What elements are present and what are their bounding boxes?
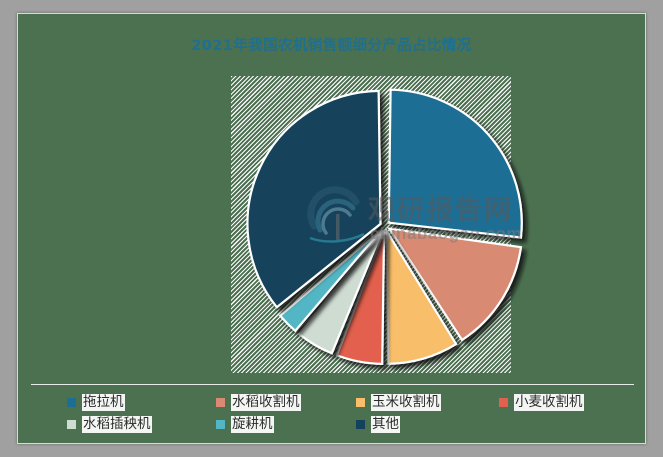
- legend-item-旋耕机[interactable]: 旋耕机: [216, 414, 274, 434]
- legend-label: 旋耕机: [231, 415, 274, 433]
- legend-swatch-icon: [67, 419, 76, 429]
- legend-label: 水稻插秧机: [82, 415, 152, 433]
- chart-legend: 拖拉机 水稻收割机 玉米收割机 小麦收割机水稻插秧机 旋耕机 其他: [31, 392, 634, 436]
- legend-label: 玉米收割机: [371, 393, 441, 411]
- legend-swatch-icon: [216, 419, 225, 429]
- legend-item-水稻收割机[interactable]: 水稻收割机: [216, 392, 301, 412]
- legend-swatch-icon: [499, 397, 508, 407]
- legend-item-玉米收割机[interactable]: 玉米收割机: [356, 392, 441, 412]
- legend-row: 拖拉机 水稻收割机 玉米收割机 小麦收割机: [31, 392, 634, 414]
- legend-item-水稻插秧机[interactable]: 水稻插秧机: [67, 414, 152, 434]
- legend-swatch-icon: [356, 419, 365, 429]
- legend-swatch-icon: [216, 397, 225, 407]
- legend-label: 水稻收割机: [231, 393, 301, 411]
- legend-label: 小麦收割机: [514, 393, 584, 411]
- legend-label: 其他: [371, 415, 400, 433]
- legend-item-小麦收割机[interactable]: 小麦收割机: [499, 392, 584, 412]
- page-title: 2021年我国农机销售额细分产品占比情况: [191, 38, 472, 54]
- legend-swatch-icon: [67, 397, 76, 407]
- plot-area-background: [231, 76, 511, 373]
- legend-row: 水稻插秧机 旋耕机 其他: [31, 414, 634, 436]
- legend-separator: [31, 384, 634, 385]
- legend-label: 拖拉机: [82, 393, 125, 411]
- chart-card: 2021年我国农机销售额细分产品占比情况 拖拉机 27%水稻收割机 14%玉米收…: [17, 13, 646, 444]
- legend-swatch-icon: [356, 397, 365, 407]
- legend-item-其他[interactable]: 其他: [356, 414, 400, 434]
- legend-item-拖拉机[interactable]: 拖拉机: [67, 392, 125, 412]
